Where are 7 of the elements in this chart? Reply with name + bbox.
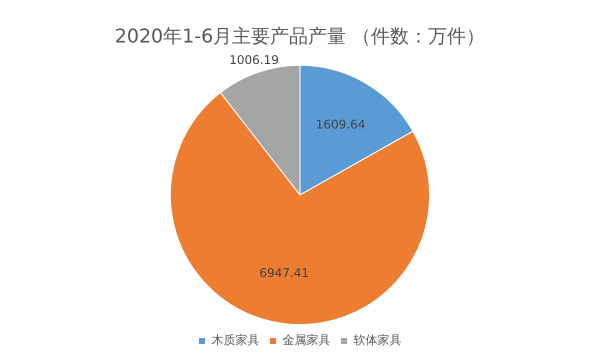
legend-label: 软体家具: [354, 333, 402, 348]
data-label: 6947.41: [259, 266, 309, 280]
legend-label: 金属家具: [282, 333, 330, 348]
chart-title: 2020年1-6月主要产品产量 （件数：万件）: [114, 25, 486, 48]
legend-label: 木质家具: [212, 333, 260, 348]
data-label: 1609.64: [316, 118, 366, 132]
data-label: 1006.19: [229, 53, 279, 68]
